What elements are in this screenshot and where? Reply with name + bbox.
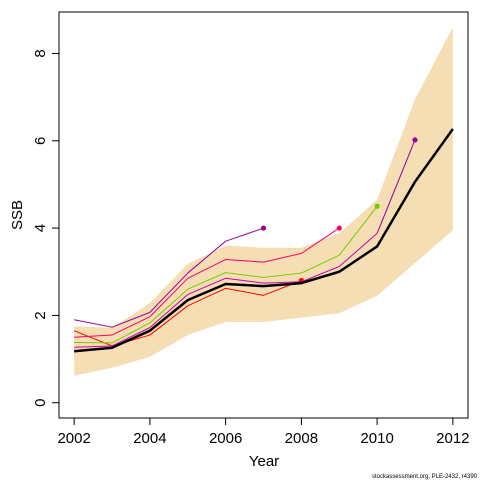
x-tick-label-2012: 2012: [436, 430, 469, 447]
y-tick-label-4: 4: [32, 224, 49, 232]
x-tick-label-2010: 2010: [360, 430, 393, 447]
x-tick-label-2004: 2004: [133, 430, 166, 447]
x-tick-label-2006: 2006: [209, 430, 242, 447]
y-tick-label-6: 6: [32, 137, 49, 145]
series-endpoint-4: [374, 203, 380, 209]
y-axis-title: SSB: [9, 200, 26, 230]
series-endpoint-3: [336, 225, 342, 231]
y-tick-label-0: 0: [32, 399, 49, 407]
series-line-1: [74, 227, 264, 328]
x-axis-title: Year: [249, 453, 279, 470]
confidence-band-layer: [74, 27, 453, 376]
series-line-3: [74, 227, 340, 338]
x-tick-label-2002: 2002: [57, 430, 90, 447]
series-line-main: [74, 128, 454, 353]
series-line-5: [74, 232, 378, 348]
y-tick-label-8: 8: [32, 49, 49, 57]
series-layer: [73, 128, 454, 353]
series-line-6: [376, 139, 416, 234]
confidence-band: [74, 27, 453, 376]
y-axis: 0 2 4 6 8: [32, 49, 60, 407]
x-axis: 2002 2004 2006 2008 2010 2012: [57, 417, 470, 447]
series-endpoint-1: [260, 225, 267, 231]
y-tick-label-2: 2: [32, 311, 49, 319]
series-endpoint-6: [412, 137, 418, 143]
series-line-4: [74, 205, 378, 344]
footnote: stockassessment.org, PLE-2432, r4390: [372, 474, 478, 480]
x-tick-label-2008: 2008: [285, 430, 318, 447]
